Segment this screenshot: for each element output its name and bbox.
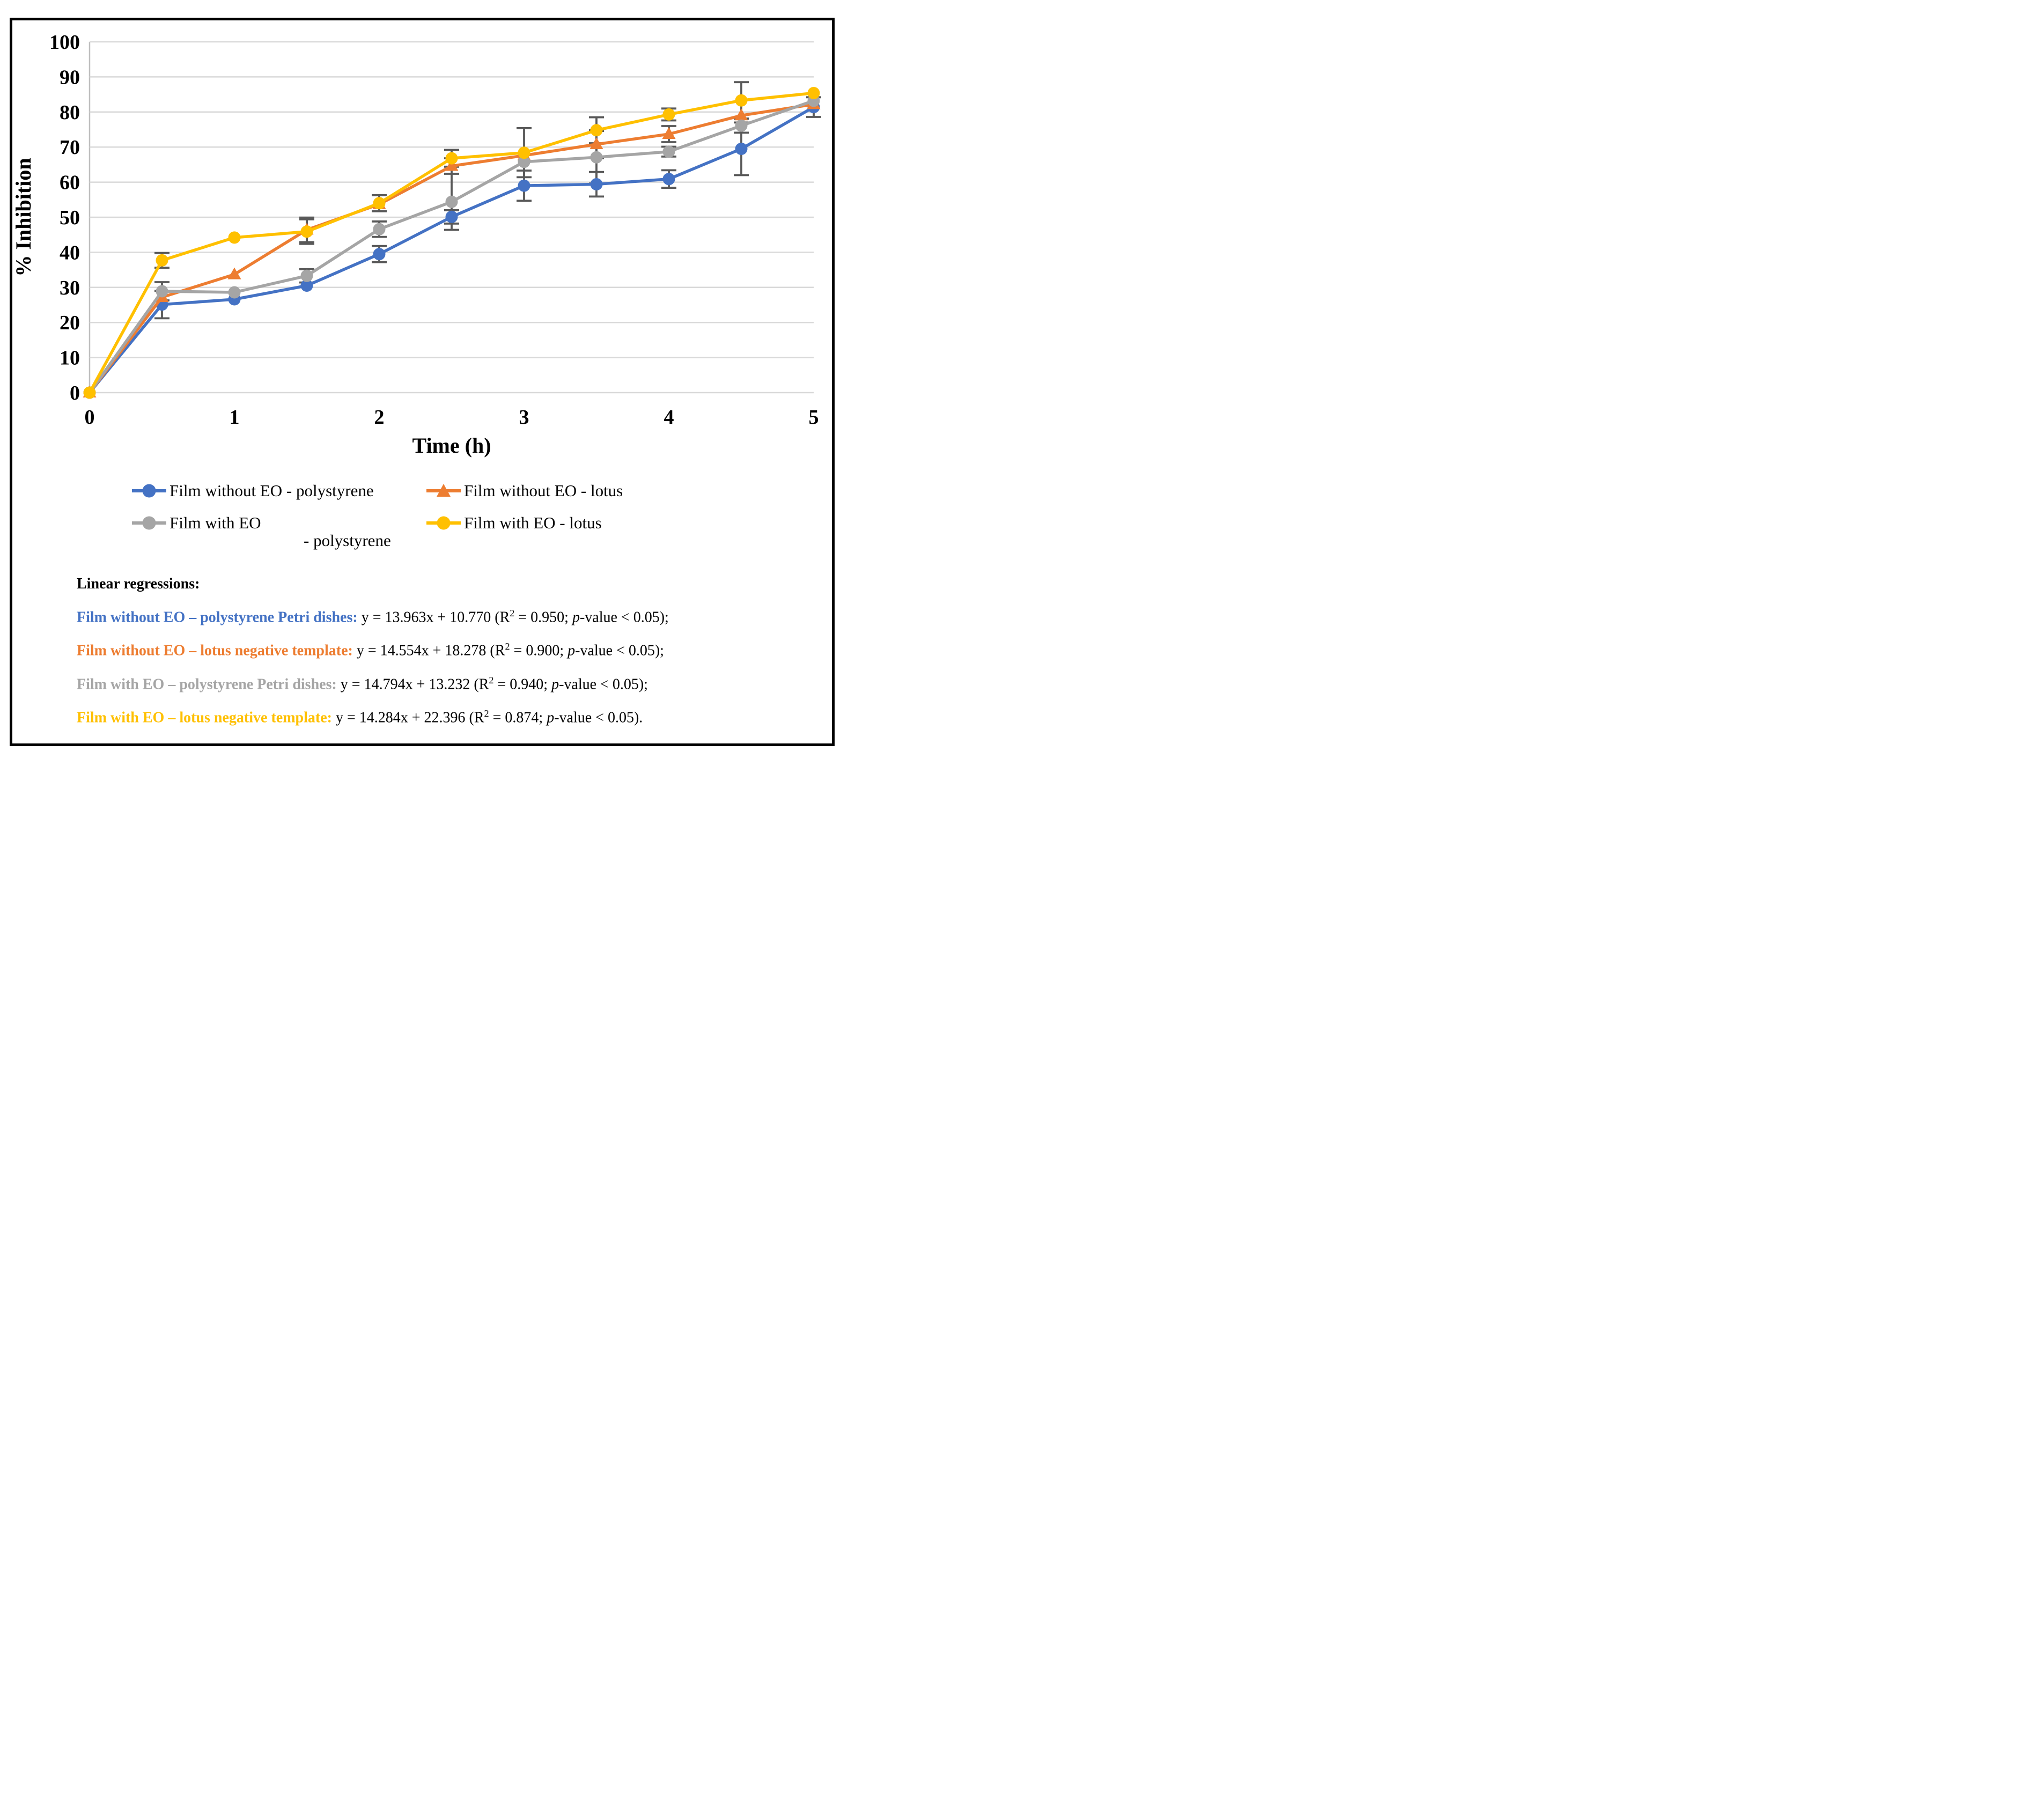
legend-label-line1: Film with EO - lotus xyxy=(464,513,602,532)
svg-text:5: 5 xyxy=(809,406,819,429)
regression-line-yellow: Film with EO – lotus negative template: … xyxy=(77,708,643,726)
legend-label-line1: Film without EO - polystyrene xyxy=(169,481,374,500)
svg-text:70: 70 xyxy=(60,136,80,159)
svg-text:20: 20 xyxy=(60,312,80,334)
figure-frame: 0 10 20 30 40 50 60 70 80 90 100 0 1 2 3 4 5 Time (h) % In… xyxy=(10,18,835,746)
legend-item-film-without-eo-polystyrene: Film without EO - polystyrene xyxy=(131,481,374,501)
legend-item-film-without-eo-lotus: Film without EO - lotus xyxy=(425,481,623,501)
svg-text:0: 0 xyxy=(70,382,80,404)
svg-text:0: 0 xyxy=(85,406,95,429)
svg-text:100: 100 xyxy=(49,31,80,54)
svg-text:Time (h): Time (h) xyxy=(412,433,491,458)
legend-label-line2: - polystyrene xyxy=(304,531,391,550)
legend-marker-circle-icon xyxy=(132,516,166,530)
svg-text:50: 50 xyxy=(60,207,80,229)
svg-text:30: 30 xyxy=(60,277,80,299)
regressions-block: Linear regressions: Film without EO – po… xyxy=(77,570,669,732)
regression-line-blue: Film without EO – polystyrene Petri dish… xyxy=(77,608,669,626)
svg-text:1: 1 xyxy=(230,406,240,429)
regression-line-orange: Film without EO – lotus negative templat… xyxy=(77,641,664,659)
svg-text:3: 3 xyxy=(519,406,529,429)
legend-marker-triangle-icon xyxy=(426,484,461,497)
svg-text:10: 10 xyxy=(60,347,80,370)
legend-label: Film with EO - lotus xyxy=(464,513,602,533)
legend-label: Film without EO - lotus xyxy=(464,481,623,501)
legend-label: Film without EO - polystyrene xyxy=(169,481,374,501)
legend-item-film-with-eo-lotus: Film with EO - lotus xyxy=(425,513,602,533)
legend-marker-circle-icon xyxy=(426,516,461,530)
chart-svg: 0 10 20 30 40 50 60 70 80 90 100 0 1 2 3 4 5 Time (h) % In… xyxy=(12,31,821,458)
svg-text:2: 2 xyxy=(374,406,385,429)
regressions-heading: Linear regressions: xyxy=(77,576,200,592)
svg-text:60: 60 xyxy=(60,172,80,194)
legend-item-film-with-eo-polystyrene: Film with EO - polystyrene xyxy=(131,513,391,549)
svg-text:4: 4 xyxy=(664,406,674,429)
legend-marker-circle-icon xyxy=(132,484,166,498)
legend-label-line1: Film without EO - lotus xyxy=(464,481,623,500)
legend-label-line1: Film with EO xyxy=(169,513,261,532)
svg-text:% Inhibition: % Inhibition xyxy=(12,158,35,276)
legend-label: Film with EO - polystyrene xyxy=(169,513,391,549)
regression-line-gray: Film with EO – polystyrene Petri dishes:… xyxy=(77,674,648,692)
svg-text:80: 80 xyxy=(60,101,80,124)
page: { "figure": { "background": "#ffffff", "… xyxy=(0,0,845,758)
svg-text:90: 90 xyxy=(60,66,80,89)
svg-text:40: 40 xyxy=(60,241,80,264)
